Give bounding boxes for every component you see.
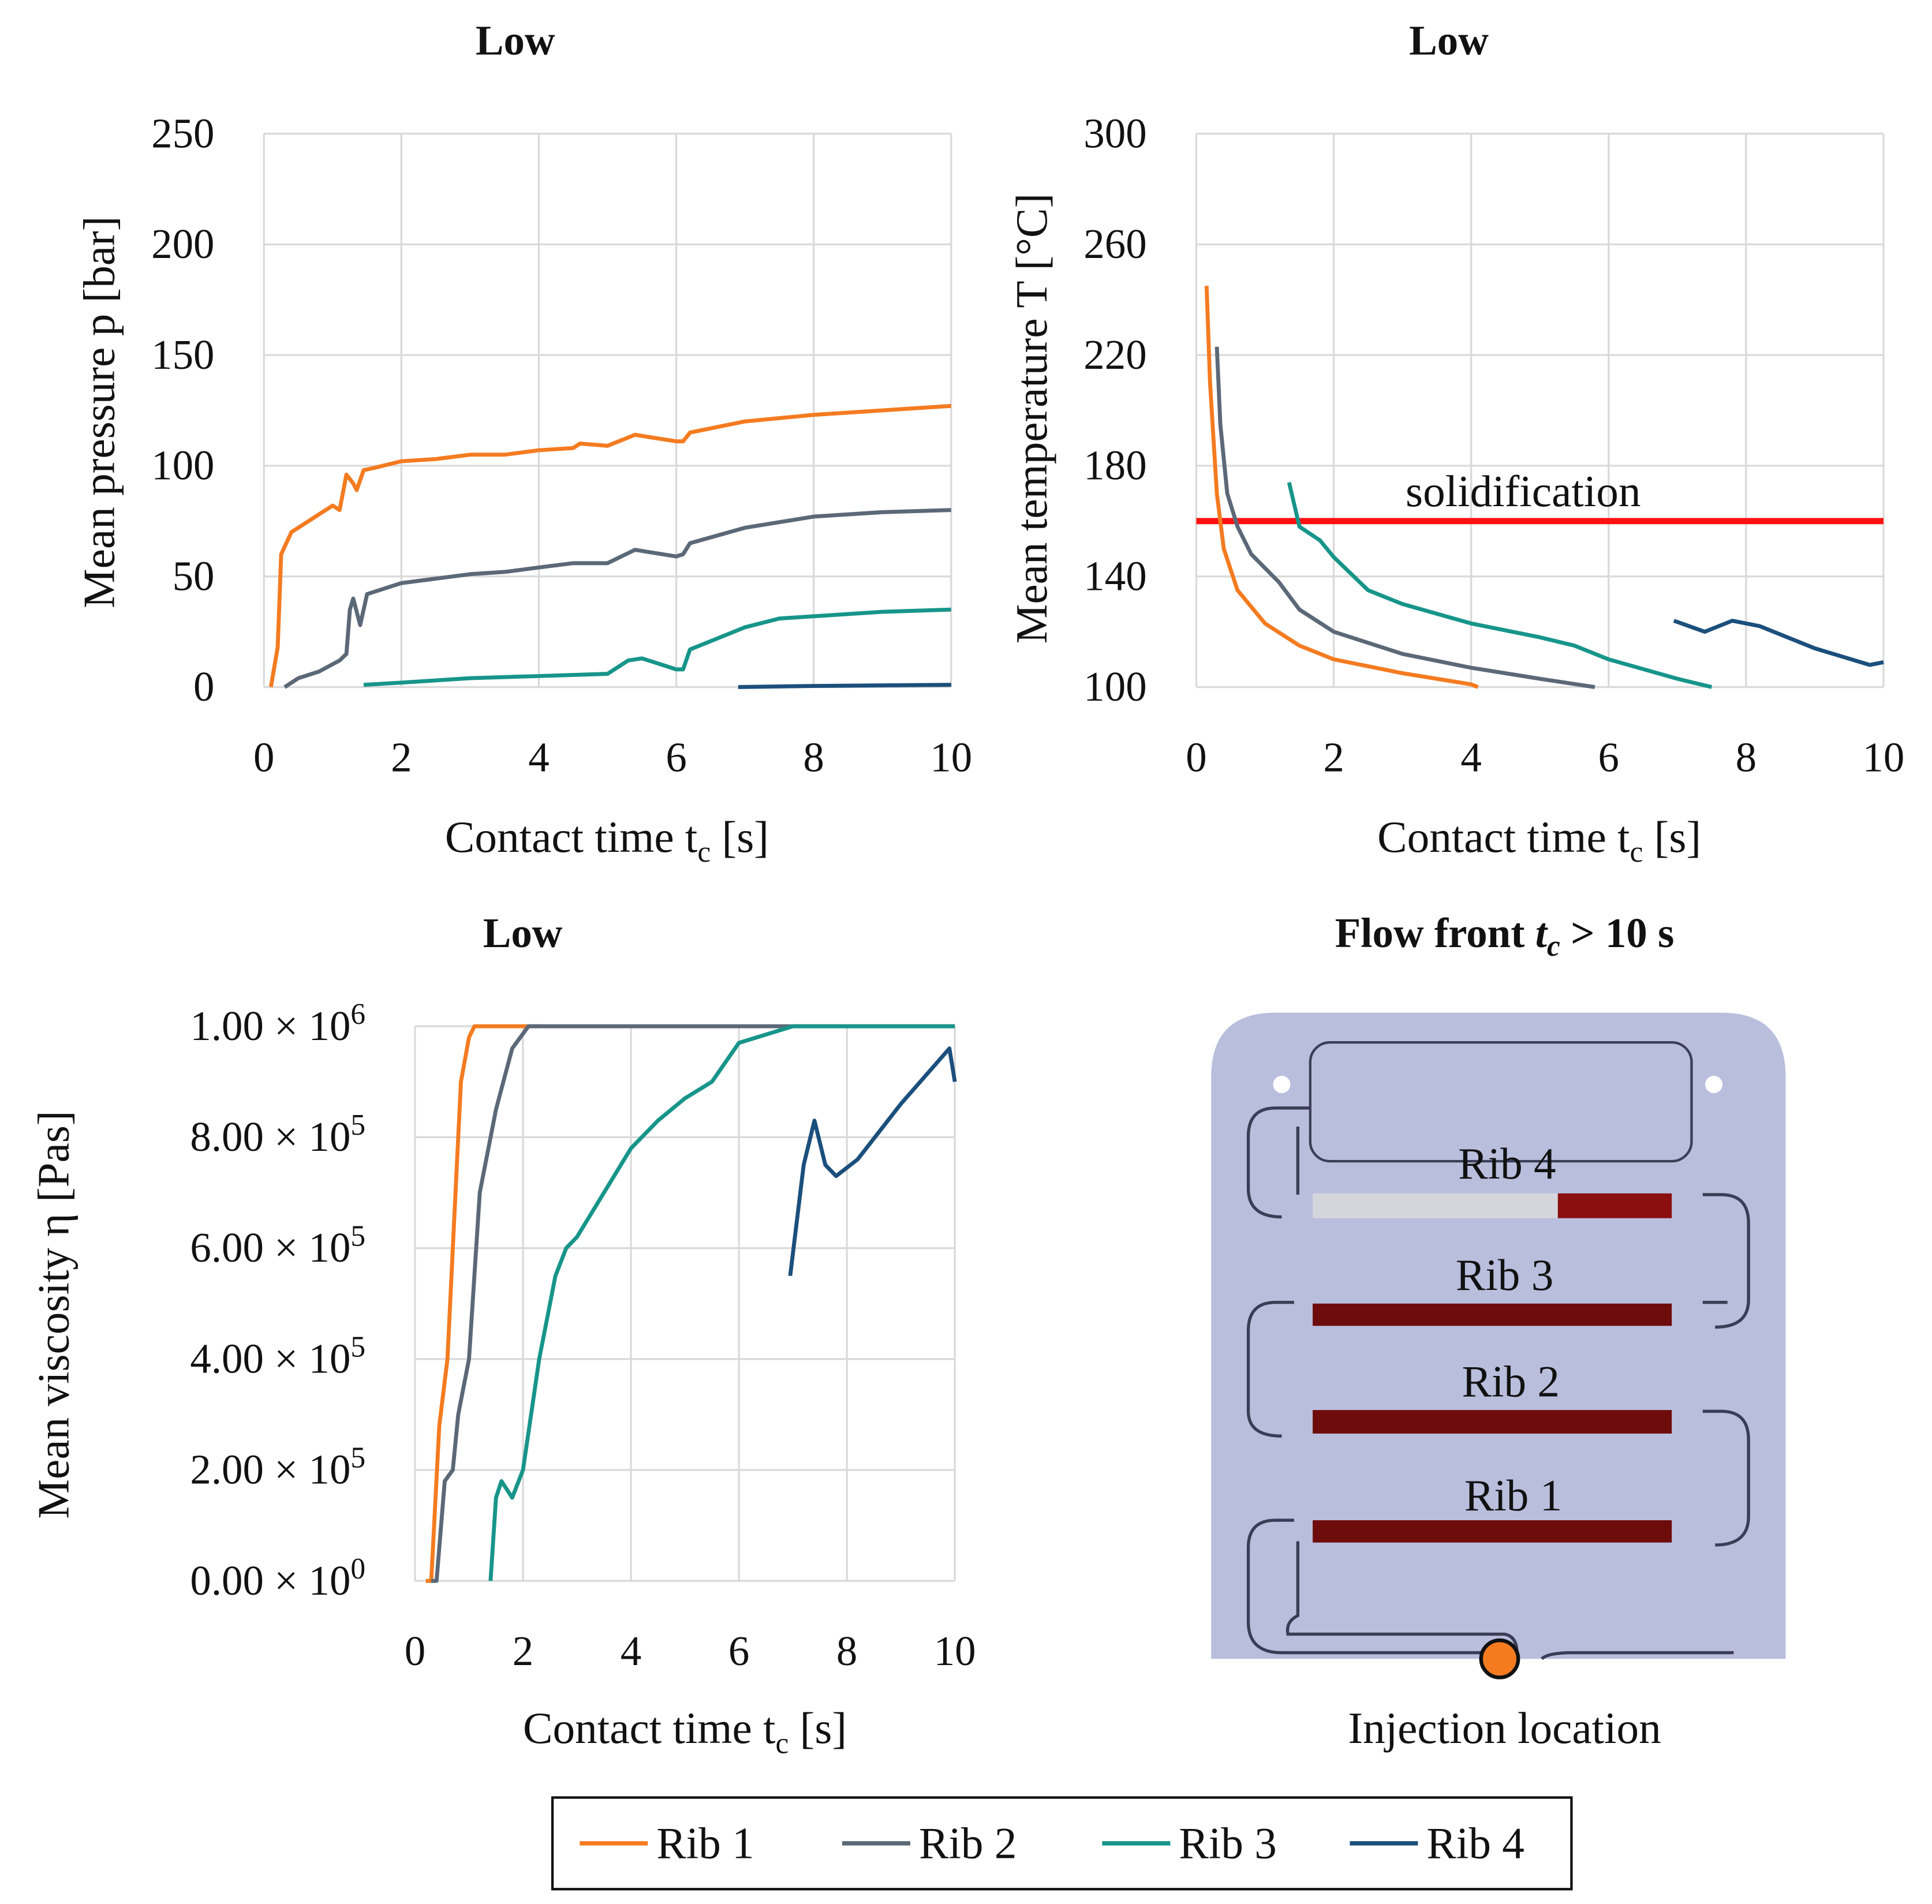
x-tick-label: 2 [391,734,412,780]
y-tick-label: 200 [151,220,214,267]
x-tick-label: 4 [528,734,549,780]
y-tick-label: 100 [151,442,214,489]
y-tick-label: 1.00 × 106 [190,998,365,1049]
x-tick-label: 4 [621,1628,641,1674]
x-tick-label: 8 [803,734,824,780]
hole-left [1273,1075,1291,1094]
temperature-x-label: Contact time tc [s] [1377,812,1701,869]
y-tick-label: 300 [1083,110,1146,156]
legend-label-3: Rib 3 [1179,1819,1276,1868]
part-plate [1211,1012,1786,1659]
runner-channels [1246,1106,1750,1660]
temperature-chart: Low Mean temperature T [°C] Contact time… [1007,17,1904,869]
y-tick-label: 100 [1083,663,1146,710]
series-rib-2 [1214,346,1595,689]
rib-1-bar [1313,1520,1672,1543]
solidification-label: solidification [1406,466,1640,516]
pressure-chart: Low Mean pressure p [bar] Contact time t… [74,17,972,869]
viscosity-x-label: Contact time tc [s] [523,1703,847,1760]
rib-2-bar [1313,1410,1672,1434]
x-tick-label: 8 [836,1628,857,1674]
series-rib-1 [1204,286,1479,689]
x-tick-label: 0 [405,1628,425,1674]
temperature-y-label: Mean temperature T [°C] [1007,193,1056,644]
series-rib-4 [788,1046,957,1277]
x-tick-label: 0 [1186,734,1206,780]
series-rib-4 [1673,619,1884,667]
series-rib-3 [363,607,951,687]
injection-point-marker [1479,1638,1520,1679]
x-tick-label: 0 [253,734,274,780]
y-tick-label: 260 [1083,220,1146,267]
series-rib-1 [425,1024,540,1583]
diagram-title: Flow front tc > 10 s [1335,910,1675,963]
viscosity-y-label: Mean viscosity η [Pas] [28,1110,78,1518]
y-tick-label: 4.00 × 105 [190,1330,365,1382]
legend-label-2: Rib 2 [919,1819,1017,1868]
pressure-x-label: Contact time tc [s] [445,812,769,869]
x-tick-label: 10 [934,1628,976,1674]
flow-front-diagram: Flow front tc > 10 s Rib 4 Rib 3 Rib 2 R… [1211,910,1786,1753]
rib-4-filled [1557,1193,1672,1218]
x-tick-label: 8 [1736,734,1757,780]
hole-right [1705,1075,1723,1094]
injection-caption: Injection location [1348,1703,1661,1753]
series-rib-2 [283,508,951,689]
legend-label-1: Rib 1 [656,1819,754,1868]
x-tick-label: 10 [930,734,972,780]
rib-1-label: Rib 1 [1464,1471,1562,1520]
viscosity-chart: Low Mean viscosity η [Pas] Contact time … [28,910,976,1760]
rib-4-unfilled [1313,1193,1558,1218]
y-tick-label: 0 [193,663,214,710]
pressure-y-label: Mean pressure p [bar] [74,216,124,609]
x-tick-label: 10 [1862,734,1904,780]
series-rib-4 [738,683,951,689]
y-tick-label: 220 [1083,331,1146,378]
y-tick-label: 250 [151,110,214,156]
x-tick-label: 6 [728,1628,749,1674]
rib-3-label: Rib 3 [1456,1250,1553,1300]
y-tick-label: 8.00 × 105 [190,1109,365,1160]
rib-4-label: Rib 4 [1458,1139,1556,1188]
y-tick-label: 0.00 × 100 [190,1553,365,1604]
x-tick-label: 2 [513,1628,533,1674]
x-tick-label: 6 [1598,734,1619,780]
x-tick-label: 4 [1460,734,1481,780]
rib-3-bar [1313,1303,1672,1326]
x-tick-label: 6 [666,734,686,780]
series-rib-3 [1287,481,1713,689]
y-tick-label: 150 [151,331,214,378]
legend: Rib 1 Rib 2 Rib 3 Rib 4 [551,1796,1573,1891]
temperature-chart-title: Low [1409,17,1489,63]
top-cavity [1309,1041,1693,1163]
series-rib-3 [488,1024,955,1581]
y-tick-label: 6.00 × 105 [190,1220,365,1271]
series-rib-1 [268,403,951,688]
series-rib-2 [431,1024,955,1583]
legend-label-4: Rib 4 [1426,1819,1524,1868]
x-tick-label: 2 [1323,734,1344,780]
y-tick-label: 50 [173,552,215,599]
y-tick-label: 180 [1083,442,1146,489]
y-tick-label: 2.00 × 105 [190,1442,365,1493]
viscosity-chart-title: Low [483,910,563,956]
rib-2-label: Rib 2 [1462,1357,1560,1407]
y-tick-label: 140 [1083,552,1146,599]
pressure-chart-title: Low [476,17,555,63]
